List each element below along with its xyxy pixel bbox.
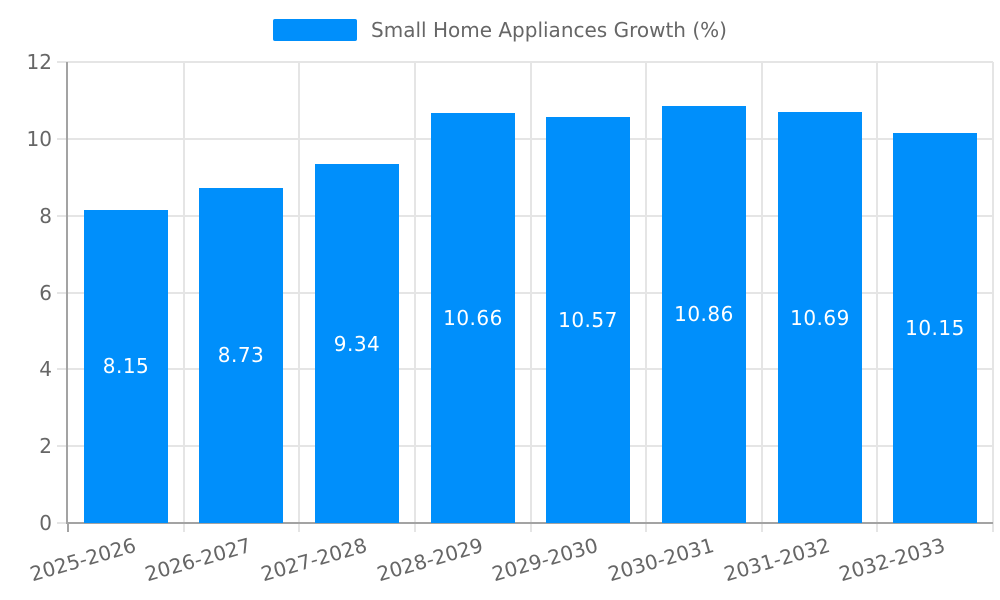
x-gridline: [992, 62, 994, 523]
bar-value-label: 8.73: [217, 343, 265, 367]
y-axis-line: [66, 62, 68, 523]
x-gridline: [530, 62, 532, 523]
x-tick: [645, 523, 647, 532]
x-tick-label: 2031-2032: [720, 533, 833, 587]
bar-value-label: 10.15: [905, 316, 965, 340]
x-gridline: [183, 62, 185, 523]
x-gridline: [761, 62, 763, 523]
bar[interactable]: [315, 164, 399, 523]
y-tick: [57, 138, 68, 140]
y-tick: [57, 368, 68, 370]
x-tick-label: 2030-2031: [605, 533, 717, 587]
bar-value-label: 10.86: [674, 302, 734, 326]
y-tick-label: 12: [26, 50, 52, 74]
x-tick: [183, 523, 185, 532]
bar[interactable]: [662, 106, 746, 523]
bar-value-label: 8.15: [102, 354, 150, 378]
bar[interactable]: [199, 188, 283, 523]
legend-label: Small Home Appliances Growth (%): [371, 18, 727, 42]
y-tick: [57, 61, 68, 63]
x-tick-label: 2029-2030: [489, 533, 601, 587]
y-tick: [57, 215, 68, 217]
y-tick-label: 10: [26, 127, 52, 151]
y-tick-label: 4: [39, 357, 52, 381]
x-tick: [876, 523, 878, 532]
bar-value-label: 10.57: [558, 308, 618, 332]
x-gridline: [414, 62, 416, 523]
y-tick-label: 0: [39, 511, 52, 535]
x-tick-label: 2026-2027: [142, 533, 255, 587]
x-tick-label: 2032-2033: [836, 533, 948, 587]
y-tick-label: 2: [39, 434, 52, 458]
bar[interactable]: [431, 113, 515, 523]
bar[interactable]: [778, 112, 862, 523]
legend-swatch: [273, 19, 358, 41]
bar[interactable]: [893, 133, 977, 523]
legend-item[interactable]: Small Home Appliances Growth (%): [0, 16, 1000, 44]
bar-value-label: 9.34: [333, 332, 381, 356]
x-tick-label: 2028-2029: [373, 533, 486, 587]
x-tick: [67, 523, 69, 532]
y-tick: [57, 445, 68, 447]
x-gridline: [298, 62, 300, 523]
x-tick: [761, 523, 763, 532]
x-tick: [992, 523, 994, 532]
y-tick-label: 6: [39, 281, 52, 305]
x-tick: [414, 523, 416, 532]
y-tick: [57, 292, 68, 294]
bar-value-label: 10.69: [790, 306, 850, 330]
x-gridline: [876, 62, 878, 523]
x-tick: [530, 523, 532, 532]
bar[interactable]: [546, 117, 630, 523]
x-gridline: [645, 62, 647, 523]
y-tick-label: 8: [39, 204, 52, 228]
x-tick: [298, 523, 300, 532]
bar-value-label: 10.66: [443, 306, 503, 330]
x-axis-line: [66, 522, 993, 524]
x-tick-label: 2027-2028: [258, 533, 370, 587]
x-tick-label: 2025-2026: [27, 533, 139, 587]
y-tick: [57, 522, 68, 524]
bar[interactable]: [84, 210, 168, 523]
